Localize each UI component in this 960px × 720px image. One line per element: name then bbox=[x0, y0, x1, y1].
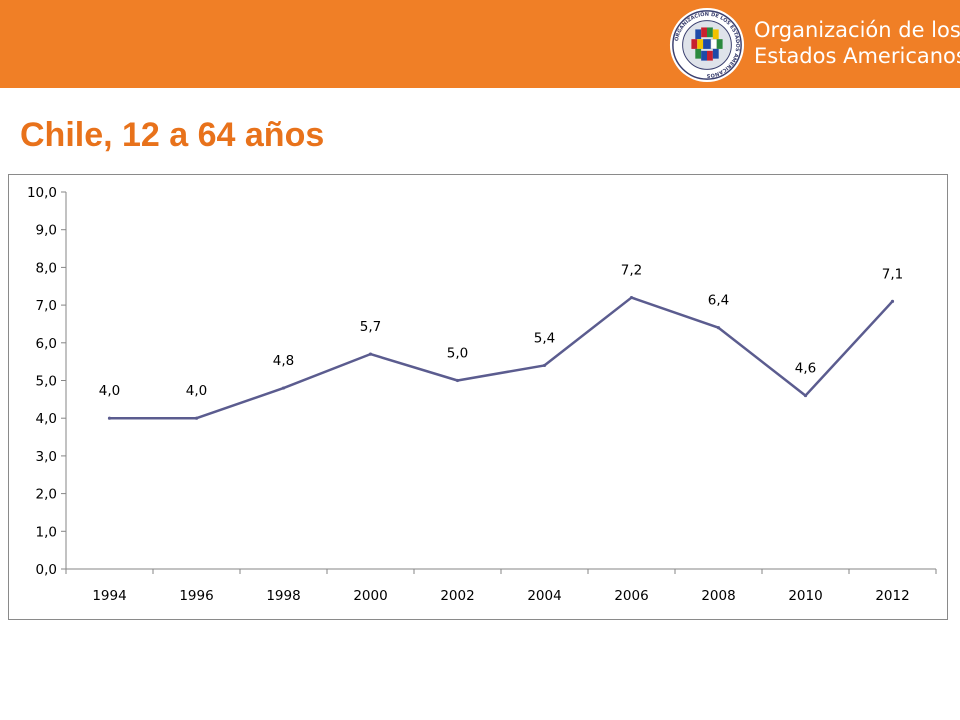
y-tick-label: 8,0 bbox=[36, 260, 57, 276]
data-label: 5,0 bbox=[447, 346, 468, 362]
data-point bbox=[629, 295, 634, 300]
data-point bbox=[803, 393, 808, 398]
data-label: 5,7 bbox=[360, 319, 381, 335]
data-label: 7,1 bbox=[882, 266, 903, 282]
data-point bbox=[281, 386, 286, 390]
y-tick-label: 5,0 bbox=[36, 374, 57, 390]
slide-title: Chile, 12 a 64 años bbox=[20, 116, 325, 154]
x-tick-label: 2006 bbox=[614, 588, 648, 604]
data-label: 4,0 bbox=[99, 383, 120, 399]
line-chart: 0,0 1,0 2,0 3,0 4,0 5,0 6,0 7,0 8,0 9,0 10,0 1994 19… bbox=[27, 185, 937, 604]
x-tick-label: 2000 bbox=[353, 588, 387, 604]
org-name-line-2: Estados Americanos bbox=[754, 44, 960, 68]
data-point bbox=[368, 352, 373, 356]
organization-name: Organización de los Estados Americanos bbox=[754, 17, 960, 69]
data-point bbox=[107, 416, 112, 420]
x-tick-label: 1994 bbox=[92, 588, 126, 604]
x-tick-label: 2008 bbox=[701, 588, 735, 604]
y-tick-label: 7,0 bbox=[36, 298, 57, 314]
x-tick-label: 2012 bbox=[875, 588, 909, 604]
x-tick-label: 2004 bbox=[527, 588, 561, 604]
data-label: 4,6 bbox=[795, 361, 816, 377]
y-tick-label: 9,0 bbox=[36, 223, 57, 239]
data-point bbox=[542, 363, 547, 368]
data-label: 4,8 bbox=[273, 353, 294, 369]
y-tick-label: 1,0 bbox=[36, 524, 57, 540]
data-point bbox=[455, 378, 460, 383]
x-tick-label: 2002 bbox=[440, 588, 474, 604]
y-tick-label: 3,0 bbox=[36, 449, 57, 465]
y-tick-label: 0,0 bbox=[36, 562, 57, 578]
data-label: 6,4 bbox=[708, 293, 729, 309]
y-tick-label: 4,0 bbox=[36, 411, 57, 427]
data-label: 4,0 bbox=[186, 383, 207, 399]
data-point bbox=[890, 299, 895, 303]
y-tick-label: 10,0 bbox=[27, 185, 57, 201]
y-tick-label: 2,0 bbox=[36, 487, 57, 503]
data-point bbox=[194, 416, 199, 420]
x-tick-label: 1998 bbox=[266, 588, 300, 604]
chart-frame: 0,0 1,0 2,0 3,0 4,0 5,0 6,0 7,0 8,0 9,0 10,0 1994 19… bbox=[8, 174, 948, 620]
x-tick-label: 2010 bbox=[788, 588, 822, 604]
data-label: 5,4 bbox=[534, 330, 555, 346]
data-point bbox=[716, 326, 721, 330]
x-tick-label: 1996 bbox=[179, 588, 213, 604]
series-line bbox=[109, 296, 894, 420]
y-tick-label: 6,0 bbox=[36, 336, 57, 352]
oas-seal-logo: ORGANIZACIÓN DE LOS ESTADOS AMERICANOS bbox=[669, 7, 745, 83]
org-name-line-1: Organización de los bbox=[754, 18, 960, 42]
header-bar: ORGANIZACIÓN DE LOS ESTADOS AMERICANOS O… bbox=[0, 0, 960, 88]
data-label: 7,2 bbox=[621, 263, 642, 279]
